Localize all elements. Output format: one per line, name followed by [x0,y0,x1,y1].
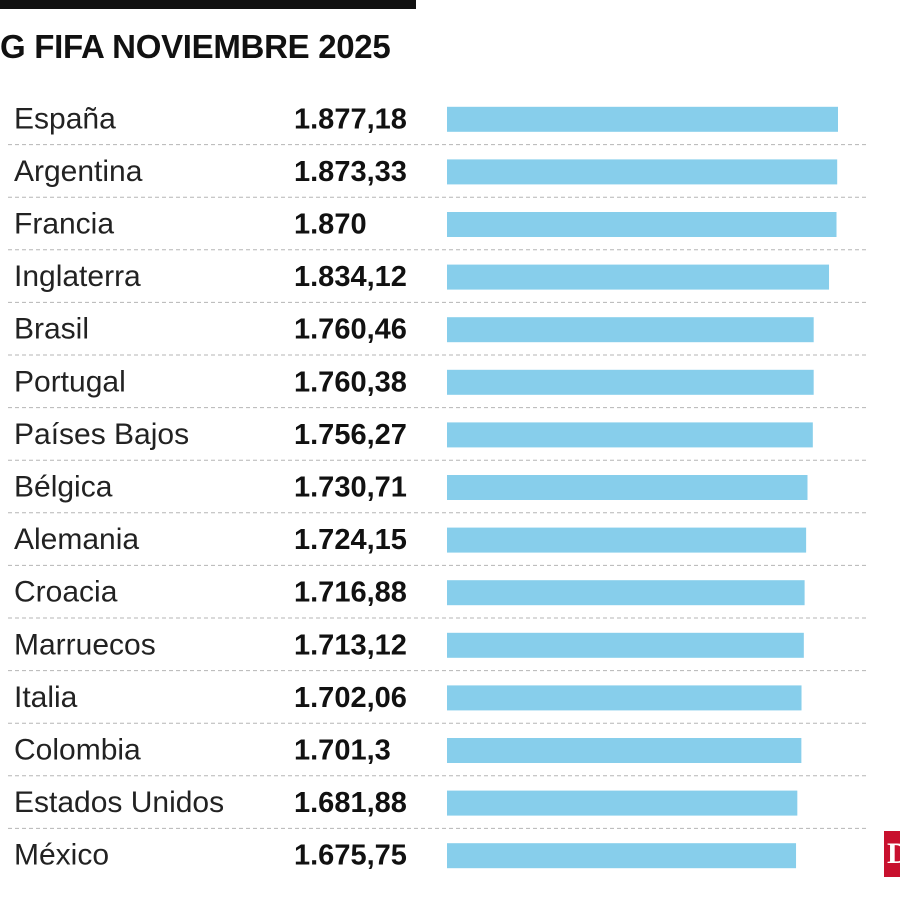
country-label: Marruecos [14,628,156,661]
country-label: Bélgica [14,471,113,504]
value-label: 1.730,71 [294,472,407,504]
value-label: 1.701,3 [294,735,391,767]
bar [447,632,804,658]
bar [447,317,814,343]
value-label: 1.702,06 [294,682,407,714]
value-label: 1.724,15 [294,524,407,556]
bar [447,738,802,763]
value-label: 1.877,18 [294,103,407,135]
country-label: Estados Unidos [14,786,224,819]
value-label: 1.681,88 [294,787,407,819]
country-label: Portugal [14,365,126,398]
value-label: 1.756,27 [294,419,407,451]
value-label: 1.716,88 [294,577,407,609]
value-label: 1.870 [294,209,367,241]
country-label: Inglaterra [14,260,141,293]
country-label: Brasil [14,313,89,346]
bar [447,580,805,606]
bar [447,422,813,448]
chart-title: G FIFA NOVIEMBRE 2025 [0,28,391,65]
bar [447,264,830,290]
bar [447,159,838,185]
bar [447,843,797,869]
top-rule [0,0,416,9]
bar [447,685,802,711]
value-label: 1.713,12 [294,629,407,661]
bar [447,527,807,553]
country-label: Países Bajos [14,418,189,451]
bar [447,369,814,395]
value-label: 1.760,46 [294,314,407,346]
country-label: Italia [14,681,78,714]
value-label: 1.834,12 [294,261,407,293]
country-label: Argentina [14,155,143,188]
value-label: 1.873,33 [294,156,407,188]
country-label: Colombia [14,734,141,767]
value-label: 1.675,75 [294,840,407,872]
brand-logo: D [884,831,900,877]
value-label: 1.760,38 [294,366,407,398]
country-label: Croacia [14,576,118,609]
country-label: México [14,839,109,872]
bar [447,212,837,237]
bar [447,790,798,816]
bar [447,475,808,500]
country-label: Francia [14,208,114,241]
country-label: Alemania [14,523,139,556]
bar [447,106,838,132]
country-label: España [14,102,116,135]
